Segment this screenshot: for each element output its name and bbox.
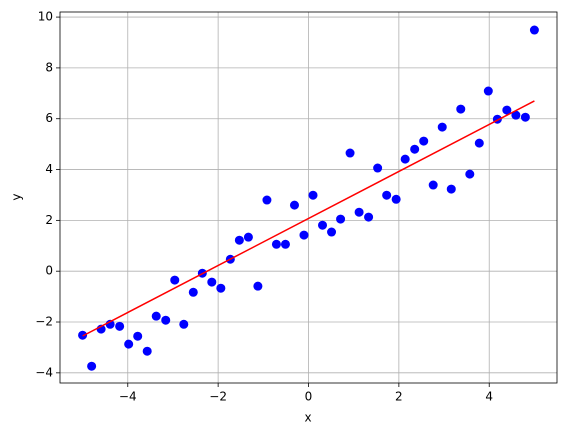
point: [456, 104, 466, 114]
point: [133, 331, 143, 341]
point: [87, 361, 97, 371]
y-tick-label: 10: [38, 10, 53, 24]
point: [308, 190, 318, 200]
x-tick-label: 4: [485, 390, 493, 404]
point: [170, 275, 180, 285]
point: [437, 122, 447, 132]
plot-frame: [59, 11, 558, 384]
point: [188, 287, 198, 297]
point: [207, 277, 217, 287]
y-tick-label: 2: [45, 213, 53, 227]
x-axis-label: x: [304, 411, 311, 425]
point: [354, 207, 364, 217]
x-tick-label: 2: [395, 390, 403, 404]
point: [483, 86, 493, 96]
point: [345, 148, 355, 158]
point: [327, 227, 337, 237]
point: [318, 220, 328, 230]
point: [382, 190, 392, 200]
point: [179, 319, 189, 329]
point: [124, 339, 134, 349]
point: [391, 194, 401, 204]
x-tick-label: 0: [305, 390, 313, 404]
point: [474, 138, 484, 148]
point: [280, 239, 290, 249]
point: [262, 195, 272, 205]
point: [289, 200, 299, 210]
point: [299, 230, 309, 240]
point: [115, 321, 125, 331]
y-tick-label: −4: [35, 365, 53, 379]
point: [428, 180, 438, 190]
point: [336, 214, 346, 224]
point: [410, 144, 420, 154]
point: [520, 112, 530, 122]
y-axis-label: y: [10, 193, 24, 200]
y-tick-label: 6: [45, 111, 53, 125]
point: [465, 169, 475, 179]
y-tick-label: 4: [45, 162, 53, 176]
point: [419, 136, 429, 146]
fit-line: [82, 100, 535, 337]
y-tick-label: 8: [45, 60, 53, 74]
x-tick-label: −4: [119, 390, 137, 404]
point: [151, 311, 161, 321]
point: [253, 281, 263, 291]
point: [529, 25, 539, 35]
point: [373, 163, 383, 173]
point: [400, 154, 410, 164]
x-tick-label: −2: [209, 390, 227, 404]
point: [234, 235, 244, 245]
y-tick-label: −2: [35, 315, 53, 329]
point: [161, 315, 171, 325]
point: [446, 184, 456, 194]
y-tick-label: 0: [45, 264, 53, 278]
point: [271, 239, 281, 249]
point: [364, 212, 374, 222]
point: [243, 232, 253, 242]
point: [511, 110, 521, 120]
point: [216, 283, 226, 293]
point: [502, 105, 512, 115]
point: [142, 346, 152, 356]
